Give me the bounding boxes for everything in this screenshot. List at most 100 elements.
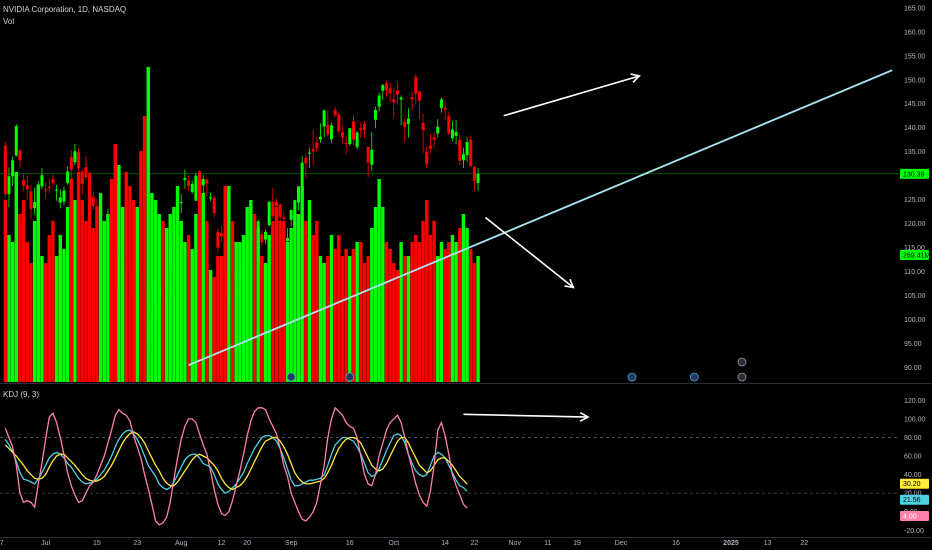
kdj-k-tag-bg (900, 494, 929, 505)
volume-bar (285, 242, 290, 382)
price-tick-label: 140.00 (904, 125, 926, 132)
volume-bar (142, 116, 147, 382)
volume-bar (128, 186, 132, 382)
volume-bar (54, 256, 59, 382)
candle-body (264, 231, 268, 240)
candle-body (91, 197, 95, 206)
volume-bar (14, 172, 18, 382)
candle-body (278, 204, 282, 217)
price-higher-high-arrow (503, 73, 641, 117)
volume-bar (25, 242, 29, 382)
volume-bar (410, 242, 414, 382)
volume-bar (43, 263, 48, 382)
candle-body (432, 137, 436, 140)
candle-body (260, 234, 264, 243)
volume-value-tag: 269.41M (900, 250, 930, 260)
event-marker (345, 372, 355, 382)
volume-bar (256, 228, 260, 382)
volume-bar (98, 193, 103, 382)
volume-bar (447, 242, 451, 382)
kdj-k-tag-text: 21.56 (903, 497, 921, 504)
candle-body (406, 118, 410, 124)
volume-bar (454, 242, 458, 382)
price-tick-label: 115.00 (904, 245, 925, 252)
candle-body (388, 88, 392, 94)
volume-bar (29, 263, 33, 382)
candle-body (286, 238, 290, 241)
candle-body (69, 156, 73, 170)
kdj-d-line (4, 431, 468, 491)
volume-bar (461, 214, 466, 382)
volume-bar (91, 228, 95, 382)
candle-body (315, 142, 319, 149)
price-tick-label: 150.00 (904, 77, 926, 84)
volume-bar (399, 242, 403, 382)
kdj-j-tag-bg (900, 511, 929, 522)
candle-body (300, 162, 304, 189)
candle-body (458, 139, 462, 161)
volume-bar (278, 221, 282, 382)
price-tick-label: 90.00 (904, 365, 922, 372)
candle-body (340, 132, 344, 138)
volume-bar (271, 221, 275, 382)
x-tick-label: 12 (218, 540, 226, 547)
volume-bar (300, 186, 304, 382)
kdj-tick-label: 80.00 (904, 435, 922, 442)
volume-bar (436, 256, 440, 382)
kdj-d-tag: 30.20 (900, 478, 929, 489)
volume-bar (472, 263, 477, 382)
volume-bar (153, 200, 158, 382)
volume-bar (245, 207, 249, 382)
volume-bar (47, 235, 51, 382)
x-tick-label: Nov (509, 540, 522, 547)
kdj-tick-label: 120.00 (904, 398, 926, 405)
volume-bar (425, 200, 429, 382)
volume-bar (150, 193, 154, 382)
candle-body (275, 202, 279, 206)
volume-bar (263, 263, 268, 382)
volume-bar (135, 207, 139, 382)
volume-bar (227, 186, 231, 382)
price-tick-label: 110.00 (904, 269, 925, 276)
candle-body (410, 97, 414, 100)
candle-body (183, 178, 187, 181)
event-marker-circle (737, 372, 747, 382)
price-tick-label: 160.00 (904, 29, 926, 36)
volume-value-tag-text: 269.41M (903, 253, 930, 260)
volume-bar (395, 270, 400, 382)
event-marker-circle (737, 357, 747, 367)
volume-bar (428, 235, 433, 382)
kdj-tick-label: 20.00 (904, 491, 922, 498)
candle-body (187, 180, 191, 186)
candle-body (14, 126, 18, 156)
volume-bar (51, 221, 55, 382)
volume-bar (392, 263, 396, 382)
price-tick-label: 120.00 (904, 221, 926, 228)
volume-label: Vol (3, 17, 15, 26)
volume-bar (194, 214, 198, 382)
volume-bar (201, 193, 205, 382)
volume-bar (172, 207, 176, 382)
candle-body (80, 171, 84, 184)
arrow-shaft (463, 413, 589, 418)
candle-body (359, 128, 363, 131)
volume-bar (450, 235, 455, 382)
kdj-lines-group (4, 406, 468, 526)
kdj-label: KDJ (9, 3) (3, 390, 40, 399)
candle-body (465, 142, 469, 156)
candle-body (351, 121, 355, 140)
volume-declining-arrow (484, 216, 575, 289)
event-marker-circle (345, 372, 355, 382)
volume-bar (469, 249, 473, 382)
candle-body (370, 149, 374, 165)
candle-body (44, 189, 48, 191)
volume-bar (366, 256, 370, 382)
volume-bar (311, 235, 315, 382)
volume-bar (131, 200, 136, 382)
volume-bar (7, 235, 11, 382)
volume-bar (76, 172, 81, 382)
volume-bar (340, 256, 345, 382)
candle-body (403, 121, 407, 127)
volume-bar (69, 179, 73, 382)
